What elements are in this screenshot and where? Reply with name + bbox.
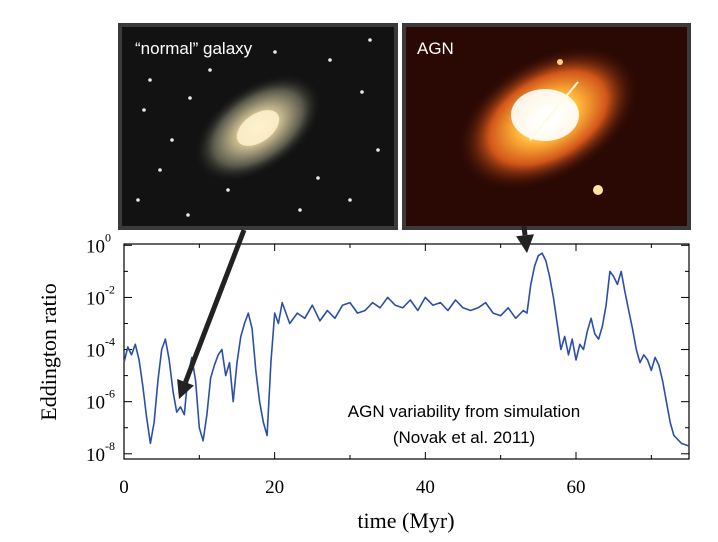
y-tick-exponent: -8 — [105, 439, 115, 453]
star — [328, 58, 332, 62]
star — [170, 138, 174, 142]
star — [348, 198, 352, 202]
y-axis-title: Eddington ratio — [36, 283, 61, 420]
y-tick-exponent: -4 — [105, 335, 115, 349]
y-tick-exponent: 0 — [105, 230, 111, 244]
y-tick-exponent: -6 — [105, 387, 115, 401]
agn-core — [511, 89, 579, 141]
y-tick-base: 10 — [86, 288, 105, 309]
star — [186, 213, 190, 217]
star — [316, 176, 320, 180]
star — [188, 96, 192, 100]
star — [273, 50, 277, 54]
pointer-arrows — [177, 225, 534, 400]
agn-label: AGN — [417, 39, 454, 58]
star — [208, 68, 212, 72]
star — [136, 198, 140, 202]
y-tick-base: 10 — [86, 236, 105, 257]
star — [142, 108, 146, 112]
x-tick-labels: 0 20 40 60 — [119, 477, 585, 498]
agn-star — [593, 185, 603, 195]
y-tick-base: 10 — [86, 341, 105, 362]
star — [376, 148, 380, 152]
eddington-ratio-line — [123, 252, 690, 447]
star-field — [136, 38, 380, 217]
agn-spike — [529, 81, 579, 141]
annotation-line-1: AGN variability from simulation — [348, 402, 580, 421]
x-axis-title: time (Myr) — [357, 508, 454, 533]
agn-arrowhead — [516, 234, 534, 254]
normal-galaxy-image: “normal” galaxy — [118, 23, 398, 230]
star — [298, 208, 302, 212]
star — [360, 90, 364, 94]
axis-ticks — [123, 244, 689, 459]
agn-arrow — [521, 225, 528, 236]
x-tick-label: 60 — [567, 477, 586, 498]
star — [226, 188, 230, 192]
star — [148, 78, 152, 82]
star — [368, 38, 372, 42]
normal-galaxy-label: “normal” galaxy — [135, 39, 253, 58]
plot-frame — [123, 243, 690, 460]
y-tick-exponent: -2 — [105, 282, 115, 296]
x-tick-label: 20 — [265, 477, 284, 498]
x-tick-label: 40 — [416, 477, 435, 498]
normal-galaxy-arrow — [183, 229, 247, 384]
normal-galaxy-arrowhead — [177, 379, 194, 400]
y-tick-base: 10 — [86, 445, 105, 466]
galaxy-core — [236, 110, 280, 146]
star — [158, 168, 162, 172]
agn-image: AGN — [402, 23, 691, 230]
y-tick-base: 10 — [86, 393, 105, 414]
annotation-line-2: (Novak et al. 2011) — [393, 428, 535, 447]
agn-star — [557, 59, 563, 65]
x-tick-label: 0 — [119, 477, 129, 498]
